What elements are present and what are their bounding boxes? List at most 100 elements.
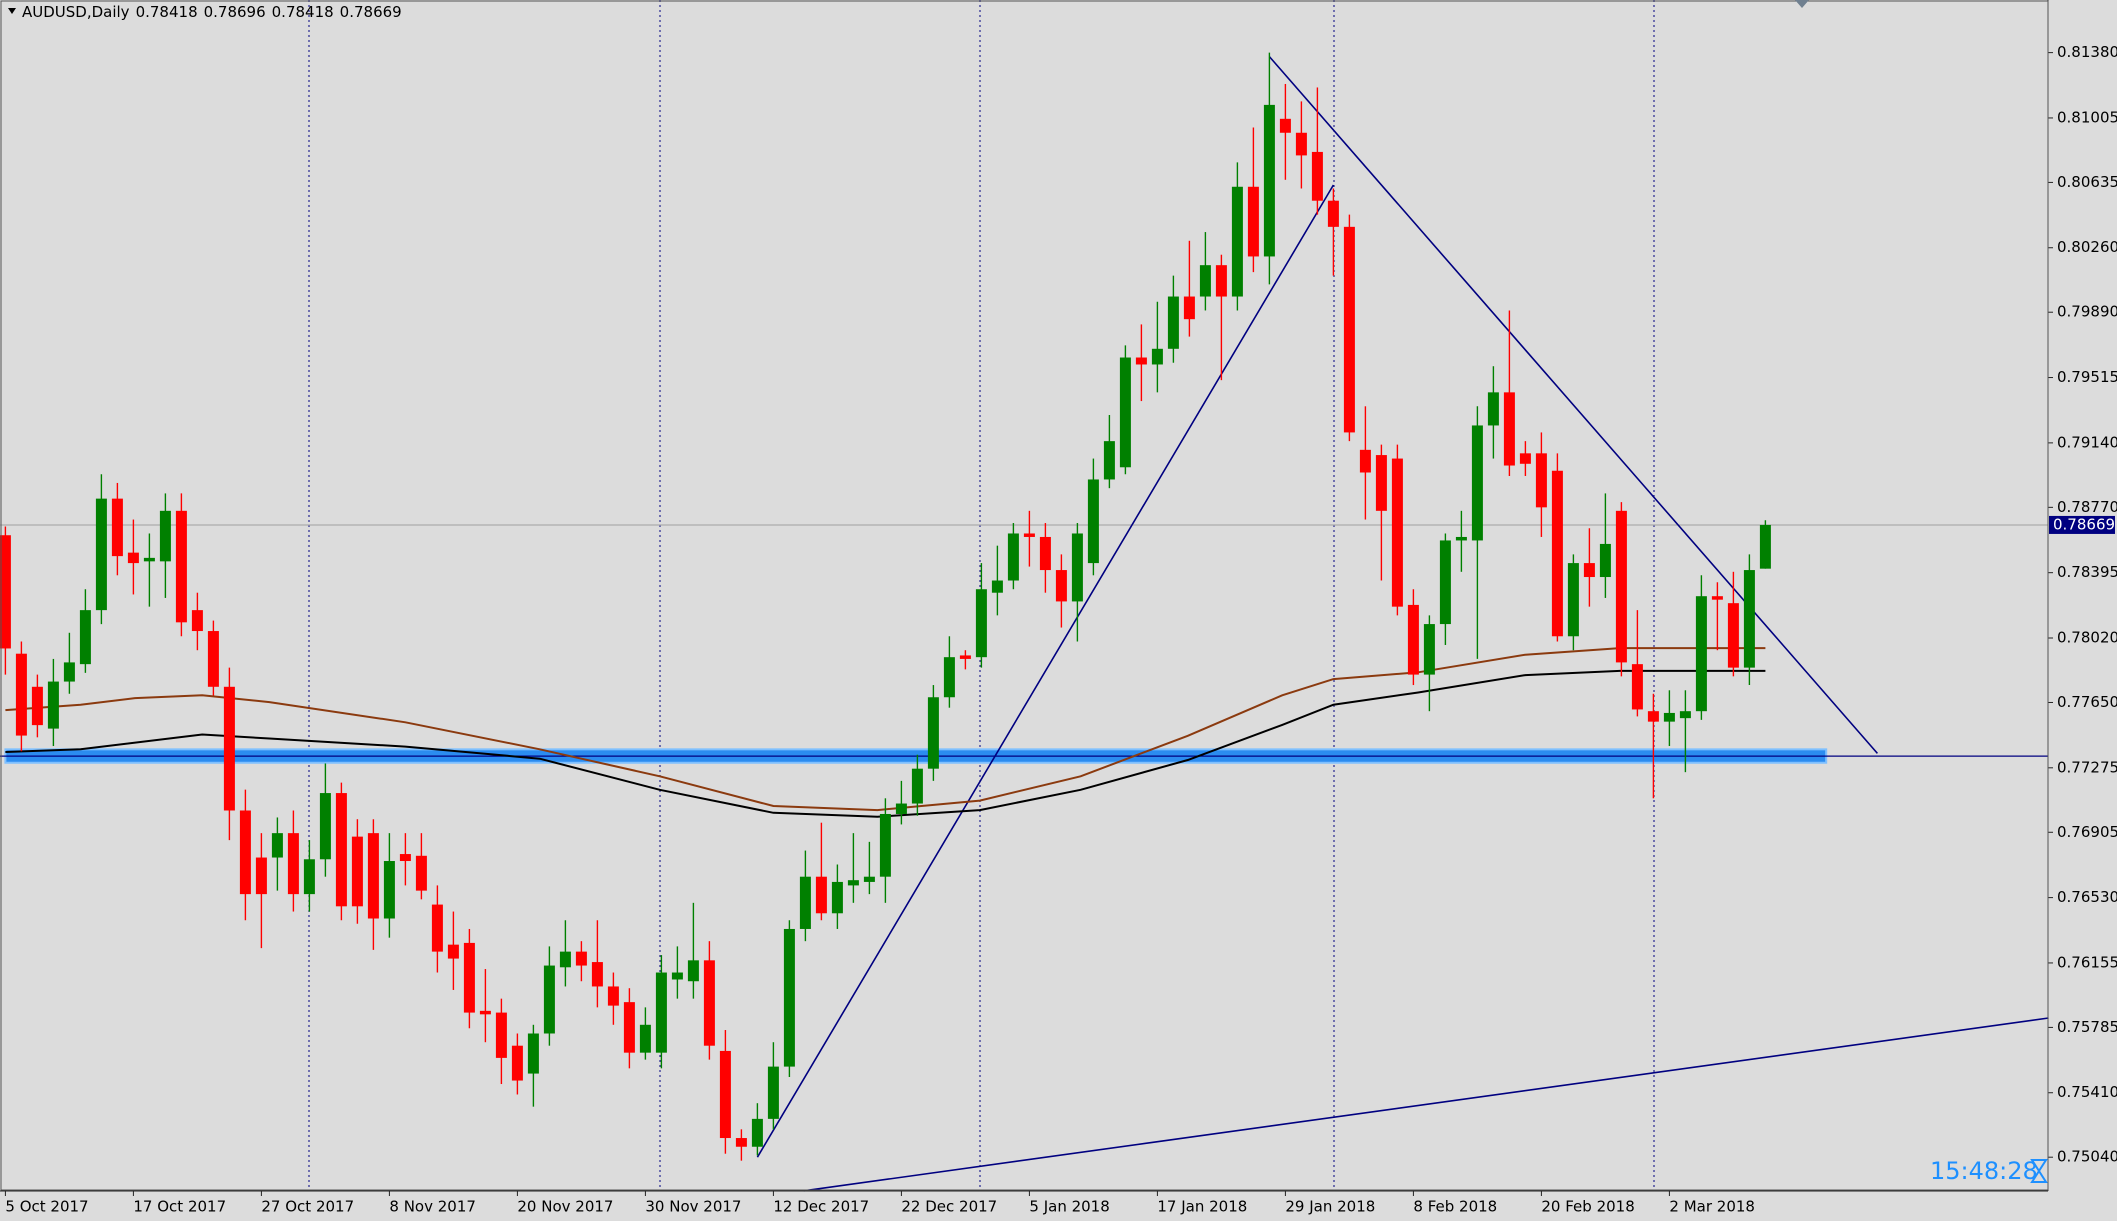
candle-body <box>15 653 27 736</box>
candle-body <box>831 881 843 914</box>
candle-body <box>719 1050 731 1139</box>
candle-body <box>1327 200 1339 227</box>
y-tick-label: 0.75410 <box>2057 1083 2117 1101</box>
candle-body <box>703 960 715 1046</box>
x-tick-label: 8 Nov 2017 <box>389 1198 476 1216</box>
trend-line <box>756 184 1335 1158</box>
header-close: 0.78669 <box>340 3 402 21</box>
candle-body <box>47 681 59 729</box>
candle-body <box>751 1118 763 1147</box>
candle-body <box>575 951 587 966</box>
candle-body <box>1263 104 1275 257</box>
candle-body <box>319 793 331 860</box>
y-tick-label: 0.81380 <box>2057 43 2117 61</box>
x-tick-label: 5 Jan 2018 <box>1029 1198 1109 1216</box>
candle-body <box>991 580 1003 593</box>
candle-body <box>1535 453 1547 508</box>
candle-body <box>943 657 955 698</box>
y-tick-label: 0.77650 <box>2057 693 2117 711</box>
x-tick-label: 30 Nov 2017 <box>645 1198 741 1216</box>
x-tick-label: 22 Dec 2017 <box>901 1198 997 1216</box>
candle-body <box>1359 449 1371 473</box>
candle-body <box>895 803 907 814</box>
y-tick-label: 0.80635 <box>2057 173 2117 191</box>
candle-body <box>959 655 971 659</box>
price-label: 0.78669 <box>2053 515 2115 533</box>
candle-body <box>847 880 859 886</box>
candle-body <box>351 836 363 907</box>
candle-body <box>1727 603 1739 668</box>
candle-body <box>383 861 395 919</box>
candle-body <box>239 810 251 895</box>
candle-body <box>1487 392 1499 426</box>
candle-body <box>479 1010 491 1015</box>
candle-body <box>879 813 891 877</box>
candle-body <box>1055 570 1067 602</box>
candle-body <box>1647 711 1659 722</box>
candle-body <box>79 610 91 665</box>
candle-body <box>1663 712 1675 722</box>
candle-body <box>127 552 139 564</box>
y-tick-label: 0.81005 <box>2057 108 2117 126</box>
candle-body <box>1631 664 1643 710</box>
candle-body <box>0 535 11 649</box>
candle-body <box>1071 533 1083 602</box>
y-tick-label: 0.78395 <box>2057 563 2117 581</box>
candle-body <box>1423 624 1435 675</box>
x-tick-label: 5 Oct 2017 <box>5 1198 88 1216</box>
candle-body <box>1551 470 1563 637</box>
candle-body <box>111 498 123 557</box>
candle-body <box>1343 226 1355 433</box>
candle-body <box>623 1002 635 1053</box>
candle-body <box>1759 524 1771 569</box>
candle-body <box>303 859 315 895</box>
server-time: 15:48:28 <box>1930 1157 2038 1185</box>
candle-body <box>1311 151 1323 201</box>
candle-body <box>671 972 683 980</box>
candle-body <box>1695 596 1707 712</box>
candle-body <box>1711 596 1723 600</box>
candle-body <box>143 557 155 562</box>
candle-body <box>495 1012 507 1058</box>
candle-body <box>399 854 411 862</box>
candle-body <box>511 1045 523 1081</box>
candle-body <box>223 686 235 811</box>
y-tick-label: 0.77275 <box>2057 758 2117 776</box>
candle-body <box>1375 455 1387 511</box>
y-tick-label: 0.79515 <box>2057 368 2117 386</box>
y-tick-label: 0.75785 <box>2057 1018 2117 1036</box>
candle-body <box>655 972 667 1053</box>
candle-body <box>447 944 459 959</box>
candle-body <box>1087 479 1099 564</box>
candle-body <box>975 589 987 658</box>
candle-body <box>1167 296 1179 349</box>
candle-body <box>1679 711 1691 719</box>
x-tick-label: 27 Oct 2017 <box>261 1198 354 1216</box>
candle-body <box>815 876 827 914</box>
candle-body <box>1743 570 1755 668</box>
y-tick-label: 0.80260 <box>2057 238 2117 256</box>
header: AUDUSD,Daily 0.78418 0.78696 0.78418 0.78669 <box>22 3 402 21</box>
x-tick-label: 20 Feb 2018 <box>1541 1198 1634 1216</box>
candle-body <box>639 1024 651 1053</box>
candle-body <box>1279 118 1291 133</box>
candle-body <box>1583 563 1595 578</box>
candle-body <box>415 855 427 891</box>
symbol: AUDUSD,Daily <box>22 3 130 21</box>
x-tick-label: 12 Dec 2017 <box>773 1198 869 1216</box>
candle-body <box>191 610 203 632</box>
candle-body <box>767 1066 779 1119</box>
candle-body <box>159 510 171 562</box>
candle-body <box>1391 458 1403 607</box>
hourglass <box>2030 1159 2048 1183</box>
y-tick-label: 0.79890 <box>2057 303 2117 321</box>
candle-body <box>1199 265 1211 297</box>
candle-body <box>335 793 347 907</box>
candle-body <box>1007 533 1019 581</box>
moving-average <box>5 669 1766 818</box>
y-tick-label: 0.78020 <box>2057 629 2117 647</box>
candle-body <box>1599 543 1611 578</box>
menu-arrow[interactable] <box>8 8 16 14</box>
